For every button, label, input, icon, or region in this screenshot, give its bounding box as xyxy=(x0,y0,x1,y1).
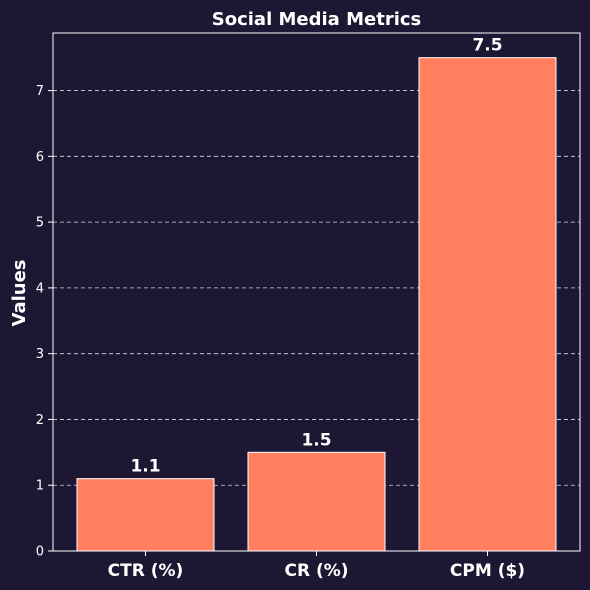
chart-title: Social Media Metrics xyxy=(212,9,422,30)
y-tick-label: 3 xyxy=(36,347,44,362)
bar-0 xyxy=(76,478,215,552)
bar-value-label: 7.5 xyxy=(472,36,502,56)
y-tick-label: 2 xyxy=(36,413,44,428)
y-axis: 0 1 2 3 4 5 6 7 xyxy=(36,84,53,560)
y-tick-label: 4 xyxy=(36,281,44,296)
y-tick-label: 0 xyxy=(36,545,44,560)
bars xyxy=(76,57,557,552)
bar-2 xyxy=(418,57,557,552)
bar-1 xyxy=(247,451,386,552)
bar-value-label: 1.5 xyxy=(301,430,331,450)
y-axis-label: Values xyxy=(9,260,30,327)
bar-value-label: 1.1 xyxy=(130,457,160,477)
bar-labels: 1.1 1.5 7.5 xyxy=(130,36,502,477)
x-tick-label: CPM ($) xyxy=(450,561,525,581)
plot-area: 0 1 2 3 4 5 6 7 CTR (%) CR (%) CPM ($) 1.1 1.5 7.5 xyxy=(36,32,581,581)
x-tick-label: CR (%) xyxy=(284,561,348,581)
x-tick-label: CTR (%) xyxy=(108,561,184,581)
y-tick-label: 7 xyxy=(36,84,44,99)
y-tick-label: 6 xyxy=(36,150,44,165)
y-tick-label: 5 xyxy=(36,216,44,231)
x-axis: CTR (%) CR (%) CPM ($) xyxy=(108,551,525,581)
y-tick-label: 1 xyxy=(36,479,44,494)
